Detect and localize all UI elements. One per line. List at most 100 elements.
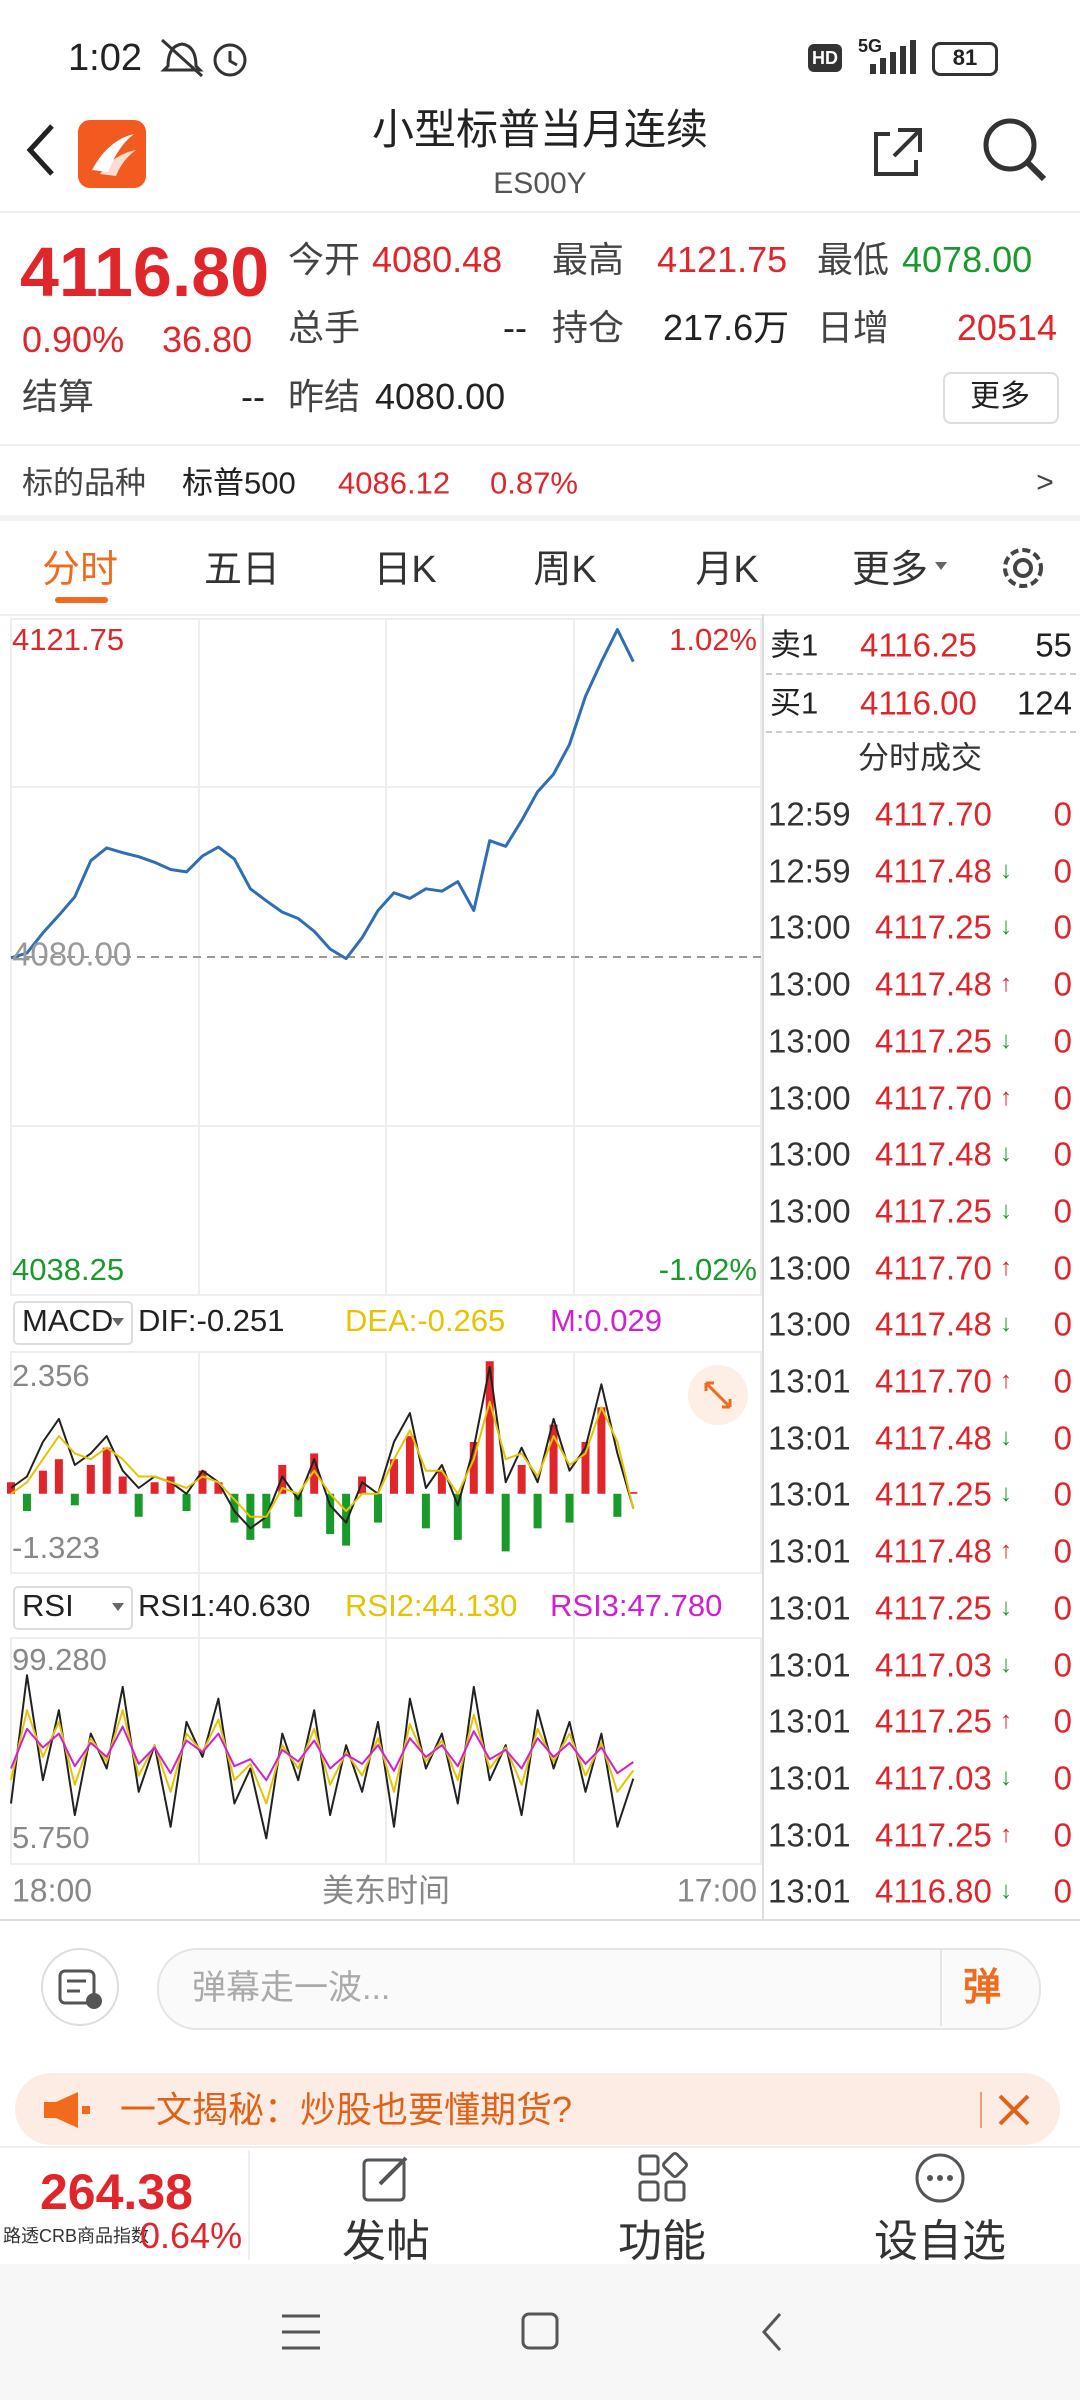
danmaku-toggle[interactable] [40,1947,120,2027]
y-tick-label: 4121.75 [12,622,124,657]
dropdown-icon [935,562,947,570]
system-nav-buttons[interactable] [280,2310,800,2354]
indicator-legend: DIF:-0.251 [138,1303,284,1338]
trade-direction: ↓ [1000,1593,1012,1621]
tab[interactable]: 日K [373,549,437,591]
macd-bar [517,1464,526,1494]
trade-price: 4117.25 [875,1475,992,1513]
price-line [10,628,635,961]
order-volume: 55 [1035,626,1072,664]
banner-text[interactable]: 一文揭秘：炒股也要懂期货? [120,2089,573,2130]
trade-price: 4117.25 [875,1022,992,1060]
field-label: 今开 [288,239,361,280]
trade-price: 4117.25 [875,1589,992,1627]
trade-volume: 0 [1053,795,1072,833]
macd-bar [86,1464,95,1494]
change: 36.80 [162,319,253,360]
macd-bar [469,1441,478,1494]
indicator-selector[interactable] [13,1301,133,1345]
underlying-arrow[interactable]: > [1036,466,1054,499]
trade-time: 12:59 [768,852,851,890]
macd-bar [485,1361,494,1494]
settings-button[interactable] [995,540,1051,596]
field-value: 217.6万 [663,307,790,348]
index-name[interactable]: 路透CRB商品指数 [3,2226,150,2246]
order-volume: 124 [1016,684,1072,722]
trade-direction: ↑ [1000,1537,1012,1565]
danmaku-send[interactable]: 弹 [962,1967,1002,2009]
field-value: 4121.75 [657,239,788,280]
trade-time: 12:59 [768,795,851,833]
share-button[interactable] [868,122,928,182]
field-label: 总手 [288,307,361,348]
x-axis-label: 美东时间 [322,1872,450,1908]
macd-line [10,1400,635,1518]
macd-bar [453,1493,462,1540]
field-label: 最高 [552,239,625,280]
field-value: 20514 [956,307,1057,348]
index-value[interactable]: 264.38 [40,2164,193,2220]
index-change[interactable]: 0.64% [140,2215,243,2256]
change-pct: 0.90% [22,319,125,360]
close-banner[interactable] [996,2092,1032,2128]
trade-volume: 0 [1053,1249,1072,1287]
function-icon[interactable] [636,2152,688,2204]
comment-placeholder[interactable]: 弹幕走一波... [192,1969,391,2007]
trade-volume: 0 [1053,1079,1072,1116]
macd-bar [405,1436,414,1494]
trade-price: 4117.70 [875,1362,992,1400]
trade-time: 13:00 [768,1305,851,1343]
y-tick-label: 4038.25 [12,1252,124,1287]
nav-action[interactable]: 设自选 [874,2217,1006,2266]
macd-bar [214,1482,223,1494]
indicator-selector[interactable] [13,1586,133,1630]
trade-direction: ↓ [1000,1140,1012,1168]
trade-direction: ↓ [1000,1423,1012,1451]
field-value: -- [503,307,527,348]
tab[interactable]: 周K [533,549,597,591]
macd-bar [54,1459,63,1494]
tab-indicator [55,597,108,603]
indicator-legend: RSI1:40.630 [138,1588,310,1623]
post-icon[interactable] [360,2152,412,2204]
watchlist-icon[interactable] [914,2152,966,2204]
trade-volume: 0 [1053,1589,1072,1627]
tab[interactable]: 分时 [41,549,119,591]
nav-action[interactable]: 发帖 [342,2217,430,2266]
hd-badge: HD [808,44,842,72]
trade-price: 4117.25 [875,1702,992,1740]
back-button[interactable] [20,120,60,180]
tab[interactable]: 五日 [203,549,281,591]
more-button[interactable] [943,372,1059,424]
trade-direction: ↓ [1000,1026,1012,1054]
more-button-label[interactable]: 更多 [970,380,1030,413]
macd-bar [565,1493,574,1523]
pct-label: -1.02% [659,1252,757,1287]
system-nav [0,2264,1080,2400]
macd-bar [294,1493,303,1517]
trade-direction: ↓ [1000,913,1012,941]
divider [0,614,1080,616]
underlying-change: 0.87% [490,465,578,501]
field-label: 最低 [817,239,890,280]
tab[interactable]: 月K [695,549,759,591]
trade-time: 13:01 [768,1475,851,1513]
field-label: 结算 [22,376,95,417]
y-tick-label: 2.356 [12,1358,90,1393]
tab[interactable]: 更多 [851,549,929,591]
y-tick-label: 5.750 [12,1820,90,1855]
macd-bar [342,1493,351,1546]
nav-action[interactable]: 功能 [618,2217,706,2266]
rsi-line [10,1674,635,1840]
trade-direction: ↑ [1000,1253,1012,1281]
macd-bar [533,1493,542,1529]
divider [248,2150,250,2260]
promo-banner[interactable] [15,2073,1060,2145]
trades-title: 分时成交 [858,740,982,776]
trade-direction: ↓ [1000,1480,1012,1508]
comment-input[interactable] [157,1948,1041,2030]
trade-price: 4117.48 [875,852,992,890]
trade-direction: ↓ [1000,856,1012,884]
search-button[interactable] [980,115,1050,185]
